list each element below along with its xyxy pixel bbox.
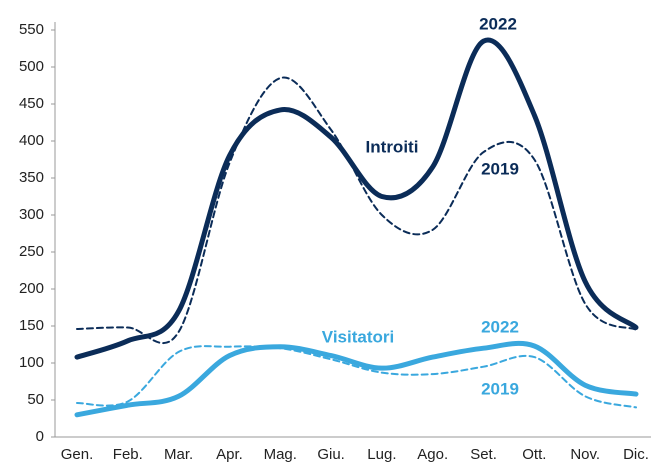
x-tick-label: Set.: [470, 446, 497, 463]
x-tick-label: Giu.: [317, 446, 345, 463]
y-tick-label: 0: [36, 428, 44, 445]
x-tick-label: Gen.: [61, 446, 94, 463]
y-tick-label: 300: [19, 206, 44, 223]
annotation: Visitatori: [322, 327, 394, 346]
annotation: 2019: [481, 379, 519, 398]
x-tick-label: Ago.: [417, 446, 448, 463]
series-line: [76, 345, 637, 409]
y-tick-label: 400: [19, 132, 44, 149]
x-tick-label: Apr.: [216, 446, 243, 463]
x-tick-label: Mag.: [264, 446, 297, 463]
annotation: 2022: [481, 317, 519, 336]
y-tick-label: 100: [19, 354, 44, 371]
annotation: Introiti: [366, 137, 419, 156]
y-tick-label: 500: [19, 58, 44, 75]
annotation: 2022: [479, 14, 517, 33]
y-tick-label: 200: [19, 280, 44, 297]
annotation: 2019: [481, 159, 519, 178]
y-tick-label: 250: [19, 243, 44, 260]
series-line: [76, 76, 637, 345]
y-tick-label: 450: [19, 95, 44, 112]
series-line: [74, 340, 639, 418]
y-tick-label: 50: [27, 391, 44, 408]
y-tick-label: 350: [19, 169, 44, 186]
x-tick-label: Mar.: [164, 446, 193, 463]
x-tick-label: Nov.: [570, 446, 600, 463]
y-tick-label: 150: [19, 317, 44, 334]
series-line: [74, 37, 639, 360]
x-tick-label: Feb.: [113, 446, 143, 463]
y-tick-label: 550: [19, 21, 44, 38]
x-tick-label: Ott.: [522, 446, 546, 463]
x-tick-label: Dic.: [623, 446, 649, 463]
x-tick-label: Lug.: [367, 446, 396, 463]
